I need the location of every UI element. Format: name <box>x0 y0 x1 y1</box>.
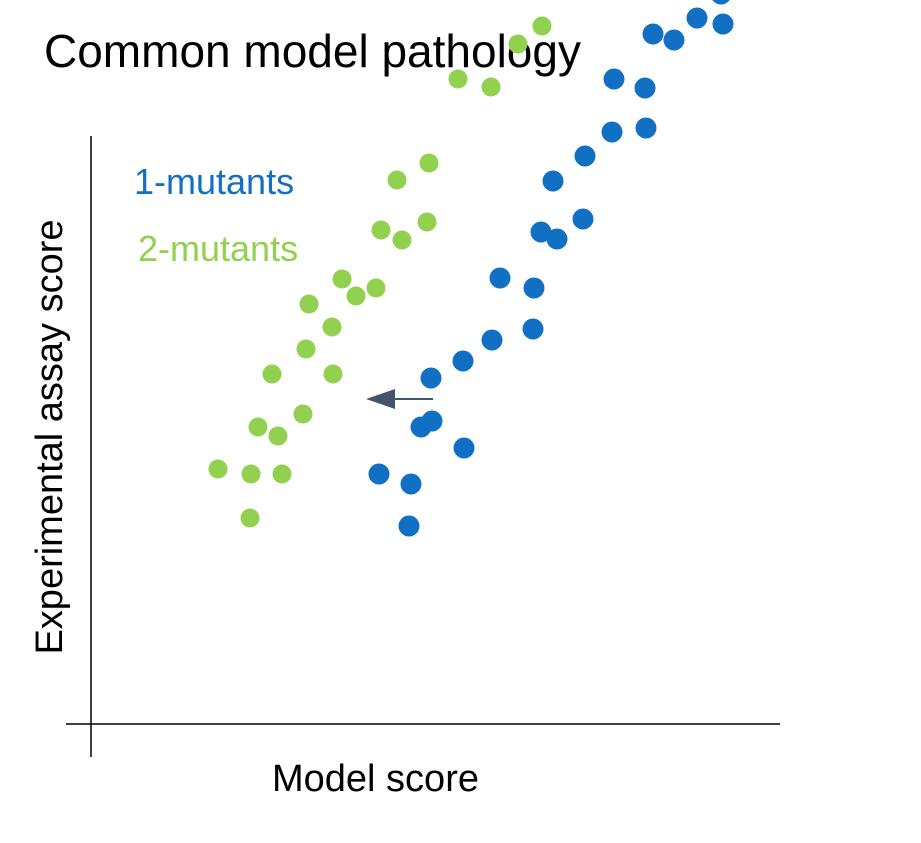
point-2-mutant-14 <box>366 278 386 298</box>
point-2-mutant-23 <box>532 16 552 36</box>
point-1-mutant-24 <box>686 7 708 29</box>
point-2-mutant-3 <box>272 464 292 484</box>
point-2-mutant-0 <box>208 459 228 479</box>
point-2-mutant-6 <box>293 404 313 424</box>
legend-entry-1-mutants: 1-mutants <box>134 161 295 202</box>
y-axis-label: Experimental assay score <box>29 219 71 655</box>
point-1-mutant-21 <box>642 23 664 45</box>
point-1-mutant-16 <box>574 145 596 167</box>
point-1-mutant-20 <box>635 117 657 139</box>
point-2-mutant-10 <box>322 317 342 337</box>
point-1-mutant-12 <box>530 221 552 243</box>
point-1-mutant-0 <box>368 463 390 485</box>
point-1-mutant-6 <box>453 437 475 459</box>
points-layer <box>208 0 734 537</box>
point-2-mutant-22 <box>508 34 528 54</box>
point-2-mutant-9 <box>323 364 343 384</box>
point-2-mutant-12 <box>332 269 352 289</box>
point-2-mutant-13 <box>346 286 366 306</box>
point-2-mutant-2 <box>240 508 260 528</box>
point-1-mutant-8 <box>481 329 503 351</box>
point-1-mutant-9 <box>489 267 511 289</box>
point-2-mutant-16 <box>392 230 412 250</box>
point-1-mutant-26 <box>712 0 730 5</box>
point-1-mutant-19 <box>634 77 656 99</box>
point-1-mutant-11 <box>523 277 545 299</box>
point-2-mutant-20 <box>448 69 468 89</box>
point-2-mutant-7 <box>262 364 282 384</box>
point-2-mutant-21 <box>481 77 501 97</box>
point-1-mutant-4 <box>410 416 432 438</box>
point-2-mutant-19 <box>419 153 439 173</box>
point-1-mutant-10 <box>522 318 544 340</box>
chart-title: Common model pathology <box>44 25 581 77</box>
point-1-mutant-15 <box>572 208 594 230</box>
point-2-mutant-15 <box>371 220 391 240</box>
point-1-mutant-17 <box>601 121 623 143</box>
x-axis-label: Model score <box>272 758 479 800</box>
annotation-arrow <box>366 389 433 409</box>
point-2-mutant-8 <box>296 339 316 359</box>
point-2-mutant-5 <box>268 426 288 446</box>
point-1-mutant-5 <box>420 367 442 389</box>
point-1-mutant-1 <box>400 473 422 495</box>
point-1-mutant-28 <box>712 13 734 35</box>
point-1-mutant-23 <box>663 29 685 51</box>
point-2-mutant-4 <box>248 417 268 437</box>
point-1-mutant-14 <box>542 170 564 192</box>
point-1-mutant-2 <box>398 515 420 537</box>
point-1-mutant-18 <box>603 68 625 90</box>
point-2-mutant-17 <box>417 212 437 232</box>
legend-entry-2-mutants: 2-mutants <box>138 228 299 269</box>
point-1-mutant-7 <box>452 350 474 372</box>
point-2-mutant-1 <box>241 464 261 484</box>
point-2-mutant-11 <box>299 294 319 314</box>
point-2-mutant-18 <box>387 170 407 190</box>
point-1-mutant-13 <box>546 228 568 250</box>
